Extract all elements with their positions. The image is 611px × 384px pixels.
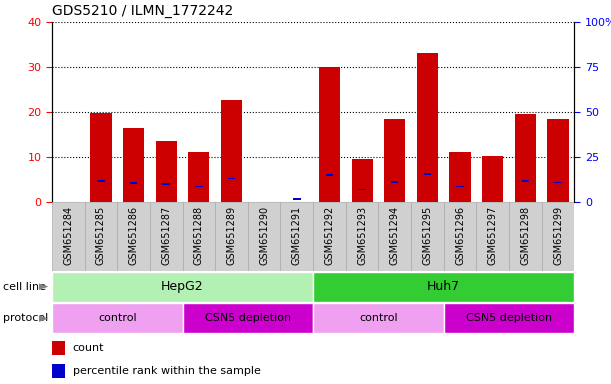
FancyBboxPatch shape [444,303,574,333]
Bar [417,53,438,202]
Text: GSM651290: GSM651290 [259,205,269,265]
Text: Huh7: Huh7 [427,280,460,293]
Text: control: control [98,313,136,323]
FancyBboxPatch shape [444,202,477,271]
Bar [97,180,104,182]
Text: GSM651292: GSM651292 [324,205,334,265]
Text: GSM651297: GSM651297 [488,205,498,265]
FancyBboxPatch shape [280,202,313,271]
Bar [423,173,431,175]
Text: GSM651294: GSM651294 [390,205,400,265]
Text: GSM651284: GSM651284 [64,205,73,265]
Bar [123,127,144,202]
Text: ►: ► [39,280,49,293]
Bar [359,189,366,190]
FancyBboxPatch shape [346,202,378,271]
FancyBboxPatch shape [52,272,313,302]
Text: percentile rank within the sample: percentile rank within the sample [73,366,261,376]
Text: GSM651293: GSM651293 [357,205,367,265]
FancyBboxPatch shape [248,202,280,271]
Bar [319,67,340,202]
Text: GSM651299: GSM651299 [553,205,563,265]
Bar [522,180,529,182]
Bar [326,174,333,176]
Text: CSN5 depletion: CSN5 depletion [466,313,552,323]
Bar [228,178,235,179]
FancyBboxPatch shape [477,202,509,271]
Bar [52,364,65,378]
Bar [482,156,503,202]
Bar [221,101,242,202]
Bar [456,186,464,187]
FancyBboxPatch shape [183,303,313,333]
Text: count: count [73,343,104,353]
Text: GSM651286: GSM651286 [128,205,139,265]
FancyBboxPatch shape [411,202,444,271]
Bar [384,119,405,202]
FancyBboxPatch shape [150,202,183,271]
Text: GSM651287: GSM651287 [161,205,171,265]
Bar [450,152,470,202]
Bar [195,186,203,187]
FancyBboxPatch shape [215,202,248,271]
Bar [351,159,373,202]
FancyBboxPatch shape [378,202,411,271]
Text: GSM651285: GSM651285 [96,205,106,265]
Text: GSM651291: GSM651291 [292,205,302,265]
FancyBboxPatch shape [52,303,183,333]
FancyBboxPatch shape [313,272,574,302]
Bar [514,114,536,202]
Text: HepG2: HepG2 [161,280,204,293]
Bar [163,183,170,185]
Bar [52,341,65,355]
Text: protocol: protocol [3,313,48,323]
Bar [547,119,569,202]
Text: GSM651296: GSM651296 [455,205,465,265]
Text: GSM651289: GSM651289 [227,205,236,265]
FancyBboxPatch shape [183,202,215,271]
FancyBboxPatch shape [117,202,150,271]
Bar [156,141,177,202]
FancyBboxPatch shape [84,202,117,271]
FancyBboxPatch shape [542,202,574,271]
Text: GSM651295: GSM651295 [422,205,433,265]
FancyBboxPatch shape [52,202,84,271]
Bar [293,199,301,200]
FancyBboxPatch shape [509,202,542,271]
FancyBboxPatch shape [313,202,346,271]
Bar [90,113,112,202]
Text: ►: ► [39,312,49,325]
Bar [130,182,137,184]
Bar [188,152,210,202]
Bar [391,181,398,183]
Text: GSM651288: GSM651288 [194,205,204,265]
Text: GDS5210 / ILMN_1772242: GDS5210 / ILMN_1772242 [52,4,233,18]
FancyBboxPatch shape [313,303,444,333]
Bar [554,182,562,183]
Text: cell line: cell line [3,282,46,292]
Text: GSM651298: GSM651298 [521,205,530,265]
Text: CSN5 depletion: CSN5 depletion [205,313,291,323]
Text: control: control [359,313,398,323]
